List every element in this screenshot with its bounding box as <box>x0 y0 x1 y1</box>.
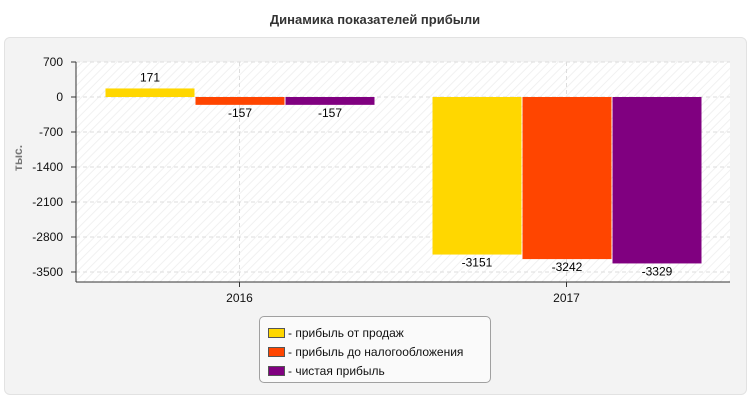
x-tick-label: 2016 <box>226 291 253 305</box>
y-tick-label: 0 <box>56 90 63 104</box>
legend-label: - прибыль от продаж <box>288 325 404 340</box>
legend-label: - чистая прибыль <box>288 363 385 378</box>
legend-swatch <box>268 346 285 357</box>
legend-item: - прибыль от продаж <box>268 323 482 342</box>
data-label: -157 <box>318 106 342 120</box>
y-tick-label: 700 <box>43 55 63 69</box>
legend-swatch <box>268 327 285 338</box>
data-label: -3242 <box>552 260 583 274</box>
y-tick-label: -2800 <box>32 230 63 244</box>
y-axis-label: тыс. <box>11 145 25 171</box>
data-label: -3151 <box>462 256 493 270</box>
legend-item: - прибыль до налогообложения <box>268 342 482 361</box>
y-tick-label: -3500 <box>32 265 63 279</box>
legend-item: - чистая прибыль <box>268 361 482 380</box>
legend: - прибыль от продаж - прибыль до налогооб… <box>259 316 491 383</box>
bar <box>612 97 702 264</box>
data-label: -3329 <box>642 264 673 278</box>
bars <box>105 88 702 264</box>
y-tick-label: -1400 <box>32 160 63 174</box>
chart-title: Динамика показателей прибыли <box>269 12 481 27</box>
bar <box>522 97 612 260</box>
data-label: -157 <box>228 106 252 120</box>
legend-swatch <box>268 365 285 376</box>
legend-label: - прибыль до налогообложения <box>288 344 464 359</box>
labels: 171 -157 -157 -3151 -3242 -3329 <box>140 70 673 278</box>
bar <box>195 97 285 105</box>
data-label: 171 <box>140 70 160 84</box>
bar <box>285 97 375 105</box>
bar <box>432 97 522 255</box>
y-tick-label: -700 <box>39 125 63 139</box>
bar <box>105 88 195 97</box>
y-tick-label: -2100 <box>32 195 63 209</box>
x-tick-label: 2017 <box>553 291 580 305</box>
axes: 700 0 -700 -1400 -2100 -2800 -3500 2016 2017 <box>32 55 730 305</box>
